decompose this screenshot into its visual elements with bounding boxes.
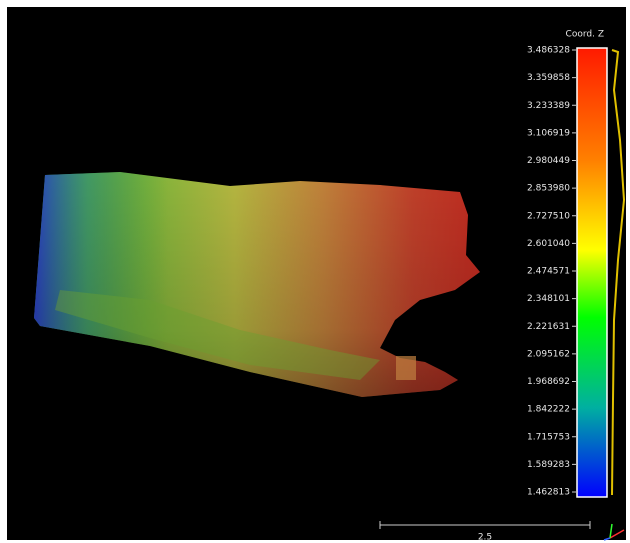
scale-label: 2.5: [478, 533, 492, 543]
scalar-tick-label: 2.095162: [527, 349, 570, 359]
axis-y: [609, 523, 613, 539]
scalar-tick-label: 3.106919: [527, 128, 570, 138]
scale-bar: 2.5: [379, 521, 591, 543]
point-cloud: [34, 172, 480, 397]
scalar-tick-label: 1.842222: [527, 405, 570, 415]
scalar-tick-label: 1.968692: [527, 377, 570, 387]
scalar-tick-label: 2.853980: [527, 184, 570, 194]
scalar-tick-label: 2.980449: [527, 156, 570, 166]
scalar-tick-label: 1.462813: [527, 488, 570, 498]
axis-triad: [603, 523, 625, 541]
histogram: [611, 49, 626, 496]
scalar-tick-label: 3.486328: [527, 46, 570, 56]
scalar-bar: Coord. Z 3.486328 3.359858 3.233389 3.10691…: [527, 30, 626, 498]
scalar-tick-label: 3.359858: [527, 73, 570, 83]
scalar-tick-label: 1.589283: [527, 460, 570, 470]
cloud-ledge: [55, 290, 380, 380]
scalar-tick-label: 2.474571: [527, 267, 570, 277]
scalar-tick-label: 2.601040: [527, 239, 570, 249]
scalar-tick-label: 2.348101: [527, 294, 570, 304]
cloud-object: [396, 356, 416, 380]
axis-x: [609, 529, 625, 539]
color-ramp: [576, 47, 608, 498]
axis-z: [603, 537, 611, 541]
scalar-tick-label: 3.233389: [527, 101, 570, 111]
scalar-tick-label: 2.221631: [527, 322, 570, 332]
scalar-tick-label: 2.727510: [527, 211, 570, 221]
scalar-tick-label: 1.715753: [527, 432, 570, 442]
scalar-bar-title: Coord. Z: [566, 30, 604, 40]
tick-group: 3.486328 3.359858 3.233389 3.106919 2.980449…: [527, 46, 576, 498]
cloud-depth-shade: [34, 172, 480, 397]
